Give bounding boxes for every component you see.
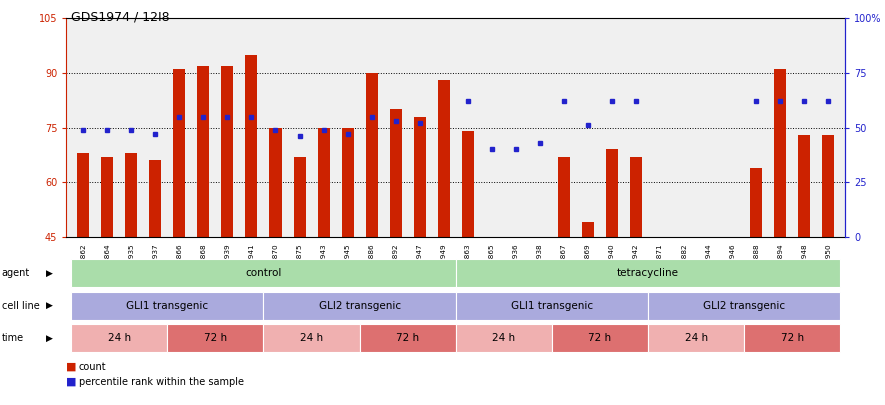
Text: GLI2 transgenic: GLI2 transgenic <box>319 301 401 311</box>
Bar <box>71 259 456 288</box>
Text: percentile rank within the sample: percentile rank within the sample <box>79 377 243 387</box>
Text: 24 h: 24 h <box>492 333 515 343</box>
Text: 72 h: 72 h <box>204 333 227 343</box>
Bar <box>318 128 329 237</box>
Text: GLI1 transgenic: GLI1 transgenic <box>511 301 593 311</box>
Bar <box>77 153 89 237</box>
Bar <box>264 324 359 352</box>
Text: 24 h: 24 h <box>300 333 323 343</box>
Text: ▶: ▶ <box>46 301 53 310</box>
Bar <box>359 324 456 352</box>
Bar <box>462 131 473 237</box>
Bar <box>798 135 811 237</box>
Text: 24 h: 24 h <box>108 333 131 343</box>
Text: 72 h: 72 h <box>396 333 419 343</box>
Bar <box>264 292 456 320</box>
Bar <box>126 153 137 237</box>
Text: 24 h: 24 h <box>685 333 708 343</box>
Text: GLI1 transgenic: GLI1 transgenic <box>127 301 208 311</box>
Bar <box>438 80 450 237</box>
Bar <box>389 109 402 237</box>
Bar <box>245 55 258 237</box>
Text: 72 h: 72 h <box>781 333 804 343</box>
Bar <box>606 149 618 237</box>
Bar <box>71 292 264 320</box>
Bar <box>750 168 762 237</box>
Bar <box>150 160 161 237</box>
Text: ▶: ▶ <box>46 334 53 343</box>
Bar <box>366 73 378 237</box>
Bar <box>221 66 234 237</box>
Bar <box>727 237 738 335</box>
Bar <box>486 237 498 324</box>
Bar <box>648 324 744 352</box>
Text: ■: ■ <box>66 362 77 371</box>
Bar <box>413 117 426 237</box>
Text: cell line: cell line <box>2 301 40 311</box>
Text: ■: ■ <box>66 377 77 387</box>
Text: tetracycline: tetracycline <box>617 269 679 278</box>
Bar <box>456 292 648 320</box>
Text: agent: agent <box>2 269 30 278</box>
Text: control: control <box>245 269 281 278</box>
Text: 72 h: 72 h <box>589 333 612 343</box>
Bar <box>197 66 210 237</box>
Bar <box>552 324 648 352</box>
Bar <box>534 237 546 317</box>
Bar <box>456 259 841 288</box>
Bar <box>167 324 264 352</box>
Bar <box>582 222 594 237</box>
Bar <box>654 237 666 350</box>
Bar <box>678 237 690 354</box>
Text: GDS1974 / 12I8: GDS1974 / 12I8 <box>71 10 169 23</box>
Bar <box>173 69 185 237</box>
Bar <box>342 128 354 237</box>
Text: time: time <box>2 333 24 343</box>
Bar <box>270 128 281 237</box>
Bar <box>456 324 552 352</box>
Bar <box>510 237 522 324</box>
Bar <box>294 157 305 237</box>
Bar <box>774 69 786 237</box>
Bar <box>101 157 113 237</box>
Bar <box>822 135 835 237</box>
Text: count: count <box>79 362 106 371</box>
Bar <box>702 237 714 343</box>
Bar <box>648 292 841 320</box>
Text: GLI2 transgenic: GLI2 transgenic <box>704 301 785 311</box>
Bar <box>744 324 841 352</box>
Bar <box>558 157 570 237</box>
Text: ▶: ▶ <box>46 269 53 278</box>
Bar <box>71 324 167 352</box>
Bar <box>630 157 642 237</box>
